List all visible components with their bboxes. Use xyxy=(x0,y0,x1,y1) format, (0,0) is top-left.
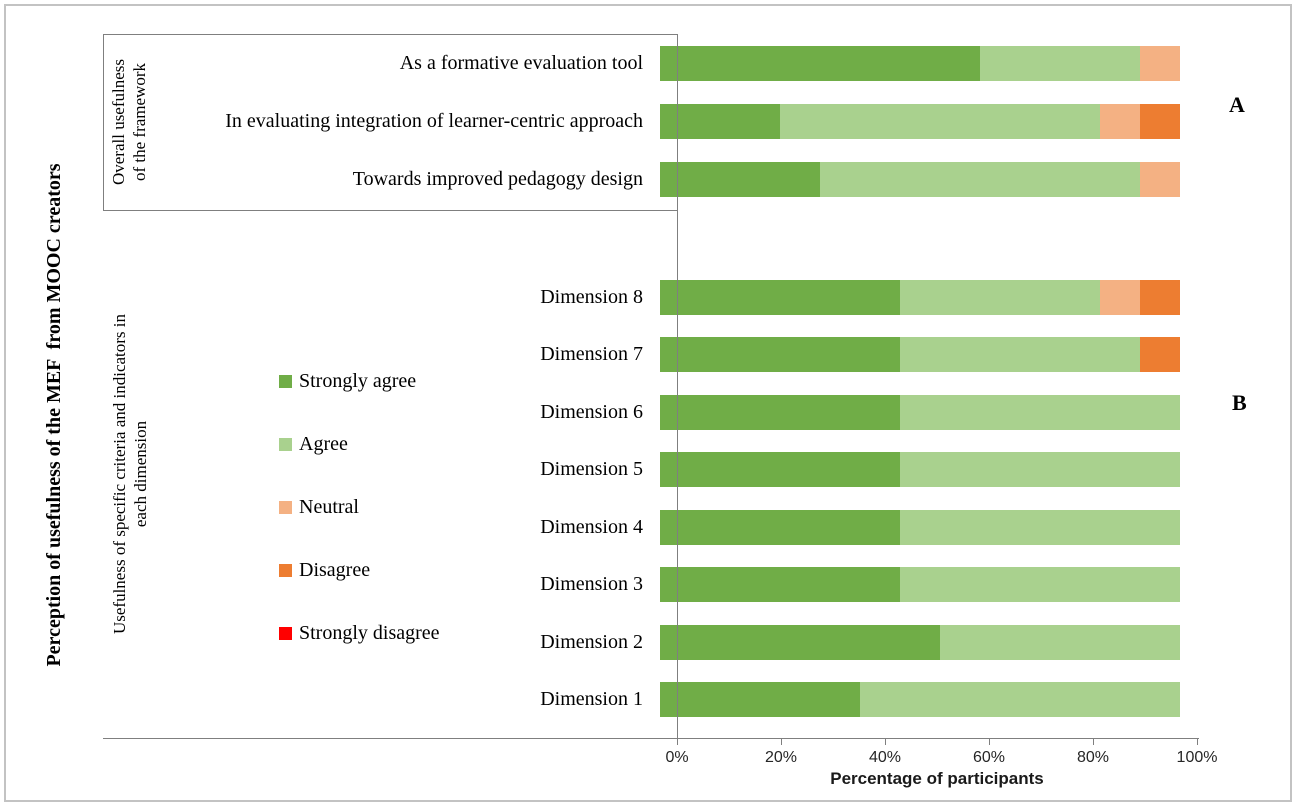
legend-label: Disagree xyxy=(299,559,371,581)
bar-segment-strongly-agree xyxy=(660,46,980,81)
bar-segment-disagree xyxy=(1139,104,1181,139)
annotation-b: B xyxy=(1232,390,1247,415)
bar-segment-neutral xyxy=(1099,104,1140,139)
category-label-dimension-5: Dimension 5 xyxy=(540,458,643,481)
bar-segment-agree xyxy=(900,280,1100,315)
bar-segment-agree xyxy=(979,46,1140,81)
stacked-bar-dimension-6 xyxy=(660,394,1180,430)
bar-row-dimension-7: Dimension 7 xyxy=(103,337,1197,373)
bar-segment-neutral xyxy=(1100,280,1140,315)
bar-row-dimension-5: Dimension 5 xyxy=(103,452,1197,488)
figure-border xyxy=(4,4,1292,802)
category-label-dimension-4: Dimension 4 xyxy=(540,515,643,538)
legend-swatch-strongly-agree-icon xyxy=(279,375,292,388)
x-axis-title: Percentage of participants xyxy=(830,769,1044,788)
legend-item-strongly-disagree: Strongly disagree xyxy=(279,622,440,644)
bar-segment-strongly-agree xyxy=(660,452,901,488)
category-label-dimension-3: Dimension 3 xyxy=(540,573,643,596)
legend-item-neutral: Neutral xyxy=(279,496,440,518)
bar-row-in-evaluating-integration-of-learner-centric-approach: In evaluating integration of learner-cen… xyxy=(103,104,1197,139)
bar-segment-strongly-agree xyxy=(660,509,901,545)
bar-segment-strongly-agree xyxy=(660,567,901,603)
section-a-box xyxy=(103,34,678,211)
bar-row-towards-improved-pedagogy-design: Towards improved pedagogy design xyxy=(103,162,1197,197)
bar-row-dimension-4: Dimension 4 xyxy=(103,509,1197,545)
y-axis-outer-title: Perception of usefulness of the MEF from… xyxy=(43,163,65,667)
stacked-bar-dimension-3 xyxy=(660,567,1180,603)
stacked-bar-towards-improved-pedagogy-design xyxy=(660,162,1180,197)
bar-segment-strongly-agree xyxy=(660,624,940,660)
stacked-bar-dimension-5 xyxy=(660,452,1180,488)
bar-segment-agree xyxy=(939,624,1180,660)
bar-segment-disagree xyxy=(1140,337,1180,373)
bar-segment-agree xyxy=(900,337,1140,373)
category-label-dimension-1: Dimension 1 xyxy=(540,687,643,710)
bar-segment-neutral xyxy=(1139,162,1180,197)
legend-swatch-neutral-icon xyxy=(279,501,292,514)
category-label-as-a-formative-evaluation-tool: As a formative evaluation tool xyxy=(399,52,643,74)
stacked-bar-dimension-2 xyxy=(660,624,1180,660)
stacked-bar-dimension-4 xyxy=(660,509,1180,545)
category-label-towards-improved-pedagogy-design: Towards improved pedagogy design xyxy=(352,168,643,190)
group-b-rows: Dimension 8 Dimension 7 Dimension 6 Dimensi… xyxy=(103,280,1197,717)
bar-segment-disagree xyxy=(1140,280,1180,315)
legend: Strongly agree Agree Neutral Disagree Strong… xyxy=(279,370,440,644)
bar-segment-agree xyxy=(900,394,1180,430)
bar-segment-agree xyxy=(780,104,1100,139)
bar-segment-strongly-agree xyxy=(660,394,901,430)
legend-swatch-agree-icon xyxy=(279,438,292,451)
stacked-bar-in-evaluating-integration-of-learner-centric-approach xyxy=(660,104,1181,139)
category-label-dimension-8: Dimension 8 xyxy=(540,286,643,308)
bar-segment-strongly-agree xyxy=(660,280,900,315)
category-label-in-evaluating-integration-of-learner-centric-approach: In evaluating integration of learner-cen… xyxy=(225,110,643,132)
bar-segment-strongly-agree xyxy=(660,162,821,197)
legend-item-disagree: Disagree xyxy=(279,559,440,581)
category-label-dimension-6: Dimension 6 xyxy=(540,400,643,423)
bar-segment-agree xyxy=(900,452,1180,488)
bar-segment-strongly-agree xyxy=(660,681,861,717)
x-axis-line xyxy=(103,738,1199,739)
annotation-a: A xyxy=(1229,92,1245,117)
legend-swatch-disagree-icon xyxy=(279,564,292,577)
category-label-dimension-2: Dimension 2 xyxy=(540,630,643,653)
legend-label: Agree xyxy=(299,433,348,455)
stacked-bar-dimension-1 xyxy=(660,681,1180,717)
legend-item-agree: Agree xyxy=(279,433,440,455)
legend-label: Strongly agree xyxy=(299,370,417,392)
group-a-rows: As a formative evaluation tool In evaluat… xyxy=(103,46,1197,197)
category-label-dimension-7: Dimension 7 xyxy=(540,343,643,366)
legend-label: Strongly disagree xyxy=(299,622,440,644)
bar-row-dimension-6: Dimension 6 xyxy=(103,394,1197,430)
bar-segment-agree xyxy=(900,567,1180,603)
bar-row-dimension-8: Dimension 8 xyxy=(103,280,1197,315)
stacked-bar-as-a-formative-evaluation-tool xyxy=(660,46,1180,81)
y-axis-line xyxy=(677,34,678,738)
bar-segment-agree xyxy=(860,681,1180,717)
stacked-bar-dimension-8 xyxy=(660,280,1180,315)
bar-segment-agree xyxy=(900,509,1180,545)
legend-label: Neutral xyxy=(299,496,359,518)
stacked-bar-dimension-7 xyxy=(660,337,1180,373)
bar-row-as-a-formative-evaluation-tool: As a formative evaluation tool xyxy=(103,46,1197,81)
bar-segment-neutral xyxy=(1139,46,1180,81)
bar-row-dimension-1: Dimension 1 xyxy=(103,681,1197,717)
bar-segment-strongly-agree xyxy=(660,104,781,139)
bar-row-dimension-3: Dimension 3 xyxy=(103,567,1197,603)
bar-row-dimension-2: Dimension 2 xyxy=(103,624,1197,660)
bar-segment-strongly-agree xyxy=(660,337,900,373)
legend-item-strongly-agree: Strongly agree xyxy=(279,370,440,392)
legend-swatch-strongly-disagree-icon xyxy=(279,627,292,640)
bar-segment-agree xyxy=(820,162,1140,197)
